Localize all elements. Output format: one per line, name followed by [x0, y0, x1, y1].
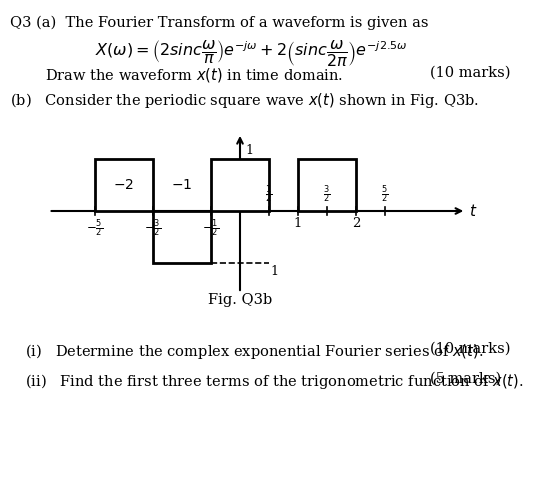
Text: (ii)   Find the first three terms of the trigonometric function of $x(t)$.: (ii) Find the first three terms of the t…	[25, 372, 523, 391]
Text: (b)   Consider the periodic square wave $x(t)$ shown in Fig. Q3b.: (b) Consider the periodic square wave $x…	[10, 91, 479, 110]
Text: $-\frac{5}{2}$: $-\frac{5}{2}$	[86, 217, 103, 239]
Text: (i)   Determine the complex exponential Fourier series of $x(t)$.: (i) Determine the complex exponential Fo…	[25, 342, 483, 361]
Text: Draw the waveform $x(t)$ in time domain.: Draw the waveform $x(t)$ in time domain.	[45, 66, 343, 84]
Bar	[153, 211, 211, 263]
Text: 1: 1	[270, 265, 278, 278]
Text: $\frac{1}{2}$: $\frac{1}{2}$	[265, 183, 272, 205]
Bar	[95, 159, 153, 211]
Text: 2: 2	[352, 217, 360, 230]
Text: $\frac{5}{2}$: $\frac{5}{2}$	[382, 183, 389, 205]
Text: Fig. Q3b: Fig. Q3b	[208, 293, 272, 307]
Bar	[211, 159, 269, 211]
Text: $X(\omega)=\left(2sinc\dfrac{\omega}{\pi}\right)e^{-j\omega} + 2\left(sinc\dfrac: $X(\omega)=\left(2sinc\dfrac{\omega}{\pi…	[95, 38, 408, 68]
Text: $\frac{3}{2}$: $\frac{3}{2}$	[324, 183, 330, 205]
Text: 1: 1	[294, 217, 302, 230]
Text: (10 marks): (10 marks)	[430, 342, 511, 356]
Text: $-\frac{3}{2}$: $-\frac{3}{2}$	[144, 217, 161, 239]
Text: $-1$: $-1$	[172, 178, 192, 192]
Text: $-2$: $-2$	[114, 178, 134, 192]
Text: Q3 (a)  The Fourier Transform of a waveform is given as: Q3 (a) The Fourier Transform of a wavefo…	[10, 16, 429, 31]
Text: $t$: $t$	[469, 203, 478, 219]
Text: 1: 1	[245, 145, 253, 158]
Text: $-\frac{1}{2}$: $-\frac{1}{2}$	[203, 217, 220, 239]
Text: (10 marks): (10 marks)	[430, 66, 511, 80]
Text: (5 marks): (5 marks)	[430, 372, 501, 386]
Bar	[298, 159, 356, 211]
